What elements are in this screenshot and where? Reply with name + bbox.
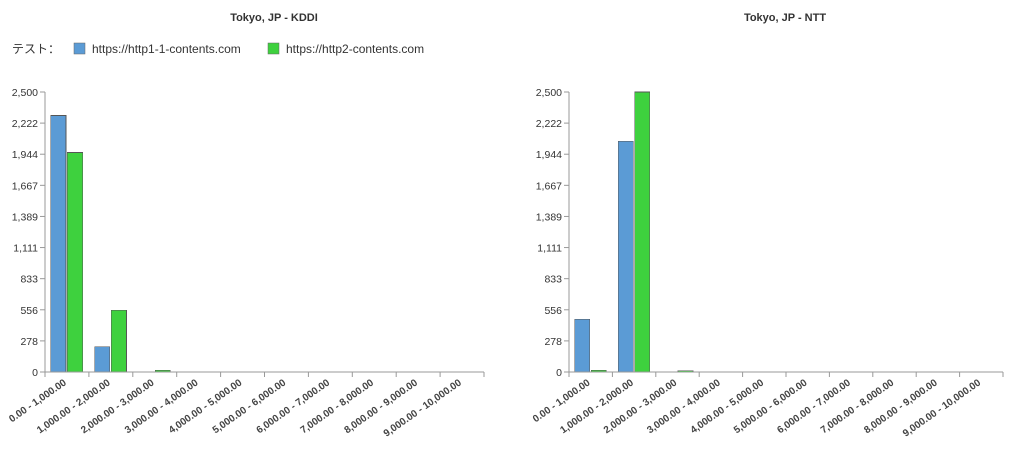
x-tick-label: 4,000.00 - 5,000.00 — [167, 377, 245, 436]
bar-http1[interactable] — [50, 115, 67, 373]
x-tick-label: 5,000.00 - 6,000.00 — [732, 377, 810, 436]
bar-http1[interactable] — [574, 319, 591, 373]
bar-http2[interactable] — [111, 310, 127, 373]
y-tick-label: 1,944 — [12, 149, 38, 161]
chart-title-ntt: Tokyo, JP - NTT — [744, 12, 826, 24]
x-tick-label: 1,000.00 - 2,000.00 — [35, 377, 113, 436]
y-tick-label: 1,667 — [536, 180, 562, 192]
y-tick-label: 2,222 — [536, 118, 562, 130]
x-axis-kddi: 0.00 - 1,000.001,000.00 - 2,000.002,000.… — [7, 371, 485, 439]
x-tick-label: 2,000.00 - 3,000.00 — [79, 377, 157, 436]
bar-http1[interactable] — [617, 140, 634, 373]
y-tick-label: 1,389 — [536, 211, 562, 223]
x-tick-label: 7,000.00 - 8,000.00 — [819, 377, 897, 436]
y-tick-label: 2,222 — [12, 118, 38, 130]
x-tick-label: 8,000.00 - 9,000.00 — [862, 377, 940, 436]
x-tick-label: 1,000.00 - 2,000.00 — [558, 377, 636, 436]
chart-ntt: Tokyo, JP - NTT 0 278 556 833 1,111 1,389 1,66… — [531, 12, 1004, 439]
x-tick-label: 3,000.00 - 4,000.00 — [645, 377, 723, 436]
y-tick-label: 2,500 — [12, 87, 38, 99]
y-tick-label: 1,944 — [536, 149, 562, 161]
x-tick-label: 2,000.00 - 3,000.00 — [602, 377, 680, 436]
x-tick-label: 4,000.00 - 5,000.00 — [689, 377, 767, 436]
legend-label: テスト： — [12, 42, 60, 56]
y-tick-label: 833 — [544, 274, 562, 286]
y-tick-label: 556 — [20, 305, 38, 317]
bars-kddi — [50, 115, 286, 373]
bar-http2[interactable] — [67, 152, 83, 373]
y-axis-kddi: 0 278 556 833 1,111 1,389 1,667 1,944 2,222 2,500 — [12, 87, 46, 379]
x-tick-label: 9,000.00 - 10,000.00 — [901, 377, 983, 439]
bar-http2[interactable] — [634, 91, 650, 373]
chart-kddi: Tokyo, JP - KDDI 0 278 556 833 1,111 1,389 1,6… — [7, 12, 485, 439]
y-tick-label: 2,500 — [536, 87, 562, 99]
bars-ntt — [574, 91, 867, 373]
legend: テスト： https://http1-1-contents.com https:… — [12, 42, 424, 56]
legend-text-series-2: https://http2-contents.com — [286, 42, 424, 56]
legend-text-series-1: https://http1-1-contents.com — [92, 42, 241, 56]
y-tick-label: 833 — [20, 274, 38, 286]
x-tick-label: 5,000.00 - 6,000.00 — [211, 377, 289, 436]
x-tick-label: 8,000.00 - 9,000.00 — [342, 377, 420, 436]
y-tick-label: 278 — [20, 336, 38, 348]
x-tick-label: 9,000.00 - 10,000.00 — [382, 377, 464, 439]
legend-swatch-series-1 — [73, 42, 86, 55]
y-tick-label: 1,667 — [12, 180, 38, 192]
y-tick-label: 0 — [556, 367, 562, 379]
y-axis-ntt: 0 278 556 833 1,111 1,389 1,667 1,944 2,222 2,500 — [536, 87, 570, 379]
y-tick-label: 1,111 — [537, 243, 562, 255]
x-tick-label: 6,000.00 - 7,000.00 — [775, 377, 853, 436]
x-axis-ntt: 0.00 - 1,000.001,000.00 - 2,000.002,000.… — [531, 371, 1004, 439]
bar-http1[interactable] — [94, 346, 111, 373]
y-tick-label: 1,389 — [12, 211, 38, 223]
legend-swatch-series-2 — [267, 42, 280, 55]
legend-item-series-1[interactable]: https://http1-1-contents.com — [73, 42, 241, 56]
chart-title-kddi: Tokyo, JP - KDDI — [230, 12, 318, 24]
y-tick-label: 278 — [544, 336, 562, 348]
legend-item-series-2[interactable]: https://http2-contents.com — [267, 42, 424, 56]
y-tick-label: 0 — [32, 367, 38, 379]
y-tick-label: 556 — [544, 305, 562, 317]
x-tick-label: 7,000.00 - 8,000.00 — [299, 377, 377, 436]
x-tick-label: 3,000.00 - 4,000.00 — [123, 377, 201, 436]
x-tick-label: 6,000.00 - 7,000.00 — [255, 377, 333, 436]
y-tick-label: 1,111 — [13, 243, 38, 255]
